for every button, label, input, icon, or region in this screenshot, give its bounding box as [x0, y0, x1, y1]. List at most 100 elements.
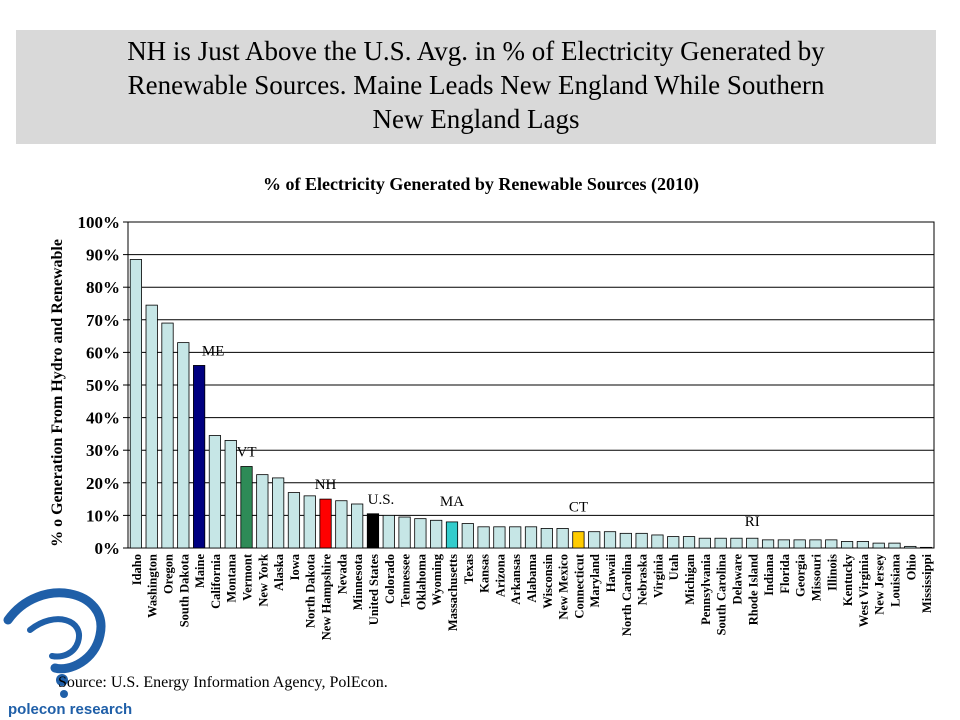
x-tick-label: Illinois	[825, 554, 839, 591]
logo-dot-small	[60, 690, 68, 698]
bar-kansas	[477, 526, 490, 549]
logo-swoosh-inner	[27, 616, 82, 660]
bar-wisconsin	[540, 528, 553, 549]
bar-new-jersey	[872, 542, 885, 549]
x-tick-label: Tennessee	[399, 554, 413, 607]
x-tick-label: Nevada	[335, 553, 349, 594]
x-tick-label: Alabama	[525, 553, 539, 602]
bar-alabama	[524, 526, 538, 549]
y-tick-label: 40%	[86, 409, 120, 428]
y-tick-label: 90%	[86, 246, 120, 265]
bar-new-hampshire	[319, 498, 332, 549]
chart-title: % of Electricity Generated by Renewable …	[263, 174, 699, 195]
x-tick-label: North Dakota	[304, 553, 318, 628]
logo-text: polecon research	[8, 701, 132, 718]
annotation-us: U.S.	[368, 492, 395, 508]
x-tick-label: Oklahoma	[414, 553, 428, 610]
bar-montana	[224, 440, 237, 549]
annotation-vt: VT	[237, 445, 257, 461]
x-tick-label: South Carolina	[715, 553, 729, 635]
bar-texas	[461, 523, 474, 549]
x-tick-label: Florida	[778, 553, 792, 593]
bar-michigan	[682, 536, 696, 549]
x-tick-label: Colorado	[383, 554, 397, 604]
x-tick-label: South Dakota	[177, 553, 191, 627]
x-tick-label: Massachusetts	[446, 554, 460, 631]
x-tick-label: Connecticut	[572, 553, 586, 618]
bar-south-dakota	[177, 342, 190, 549]
x-tick-label: Wisconsin	[541, 554, 555, 609]
bar-maryland	[588, 531, 601, 549]
y-tick-label: 60%	[86, 343, 120, 362]
x-tick-label: Iowa	[288, 553, 302, 580]
y-tick-label: 0%	[95, 539, 121, 558]
bar-ohio	[904, 545, 917, 549]
x-tick-label: Ohio	[904, 554, 918, 580]
bar-mississippi	[920, 546, 933, 549]
bar-south-carolina	[714, 537, 727, 549]
bar-new-york	[256, 474, 269, 549]
bar-new-mexico	[556, 528, 569, 549]
polecon-logo: polecon research	[3, 588, 132, 718]
y-tick-label: 70%	[86, 311, 120, 330]
bar-hawaii	[603, 531, 617, 549]
source-note: Source: U.S. Energy Information Agency, …	[58, 674, 388, 691]
bar-nevada	[335, 500, 348, 549]
x-tick-label: Texas	[462, 554, 476, 584]
x-tick-label: Mississippi	[920, 553, 934, 613]
bar-pennsylvania	[698, 537, 711, 549]
x-tick-label: New York	[256, 554, 270, 607]
bar-wyoming	[430, 519, 443, 549]
annotation-ct: CT	[569, 500, 588, 516]
x-tick-label: Kansas	[478, 554, 492, 593]
bar-washington	[145, 304, 158, 549]
x-tick-label: Michigan	[683, 554, 697, 605]
bar-georgia	[793, 539, 806, 549]
renewable-bar-chart: % of Electricity Generated by Renewable …	[49, 174, 935, 641]
bar-massachusetts	[445, 521, 459, 549]
x-tick-label: Minnesota	[351, 553, 365, 610]
x-tick-label: Georgia	[794, 553, 808, 597]
x-tick-label: Idaho	[130, 554, 144, 585]
bar-rhode-island	[746, 537, 759, 549]
x-tick-label: Vermont	[241, 553, 255, 601]
bar-indiana	[761, 539, 775, 549]
annotation-nh: NH	[315, 477, 337, 493]
bar-louisiana	[888, 542, 901, 549]
annotation-ri: RI	[745, 514, 760, 530]
bar-west-virginia	[856, 541, 869, 549]
y-tick-label: 100%	[78, 213, 121, 232]
bar-kentucky	[840, 541, 854, 549]
x-tick-label: Hawaii	[604, 553, 618, 592]
x-tick-label: New Hampshire	[320, 554, 334, 641]
bar-maine	[193, 365, 206, 549]
bar-virginia	[651, 534, 664, 549]
x-tick-label: California	[209, 553, 223, 609]
x-tick-label: Nebraska	[636, 553, 650, 605]
x-tick-label: Wyoming	[430, 553, 444, 605]
x-tick-label: Virginia	[651, 553, 665, 598]
header-banner	[16, 30, 936, 144]
bar-vermont	[240, 466, 253, 549]
bar-north-dakota	[303, 495, 316, 549]
x-tick-label: Utah	[667, 554, 681, 580]
bar-oklahoma	[414, 518, 427, 549]
bar-north-carolina	[619, 532, 632, 549]
x-tick-label: Rhode Island	[746, 554, 760, 625]
bar-tennessee	[398, 516, 411, 549]
annotation-me: ME	[202, 343, 225, 359]
bar-missouri	[809, 539, 822, 549]
bar-connecticut	[572, 531, 585, 549]
bar-nebraska	[635, 532, 648, 549]
x-tick-label: Montana	[225, 553, 239, 602]
bar-utah	[667, 536, 680, 549]
annotation-ma: MA	[440, 494, 464, 510]
y-tick-label: 80%	[86, 278, 120, 297]
y-tick-label: 50%	[86, 376, 120, 395]
bar-united-states	[366, 513, 380, 549]
x-tick-label: New Mexico	[557, 554, 571, 620]
y-tick-label: 30%	[86, 441, 120, 460]
x-tick-label: Kentucky	[841, 553, 855, 606]
y-tick-label: 10%	[86, 506, 120, 525]
logo-swoosh-outer	[3, 588, 106, 674]
